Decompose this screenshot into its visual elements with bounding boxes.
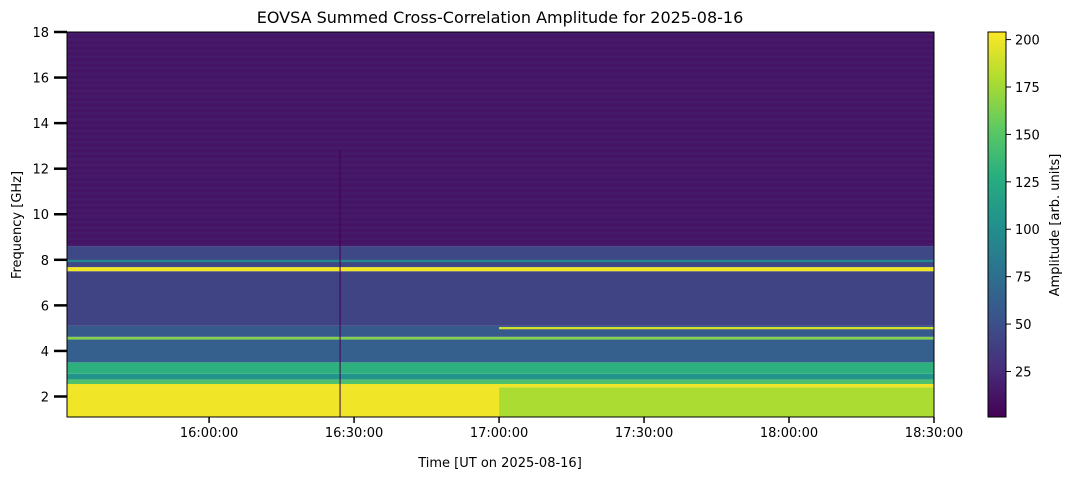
heatmap-channel-stripe — [67, 140, 934, 144]
heatmap-band — [67, 373, 934, 380]
heatmap-channel-stripe — [67, 123, 934, 127]
x-tick-label: 16:00:00 — [180, 426, 238, 441]
heatmap-band — [67, 267, 934, 272]
heatmap-channel-stripe — [67, 180, 934, 184]
y-tick-label: 12 — [32, 163, 49, 178]
heatmap-band — [67, 271, 934, 326]
colorbar-tick-label: 25 — [1015, 365, 1032, 380]
heatmap-channel-stripe — [67, 38, 934, 42]
heatmap-band — [67, 259, 934, 263]
heatmap-channel-stripe — [67, 106, 934, 110]
x-axis-label: Time [UT on 2025-08-16] — [417, 456, 582, 471]
heatmap-channel-stripe — [67, 152, 934, 156]
heatmap-channel-stripe — [67, 243, 934, 247]
heatmap-channel-stripe — [67, 44, 934, 47]
colorbar-tick-label: 75 — [1015, 271, 1032, 286]
y-axis-label: Frequency [GHz] — [10, 171, 25, 279]
heatmap-band — [499, 327, 934, 330]
heatmap-channel-stripe — [67, 175, 934, 178]
heatmap-band — [67, 336, 934, 340]
heatmap-channel-stripe — [67, 95, 934, 99]
heatmap-channel-stripe — [67, 66, 934, 70]
colorbar-tick-label: 125 — [1015, 176, 1040, 191]
heatmap-channel-stripe — [67, 226, 934, 230]
y-tick-label: 4 — [41, 345, 49, 360]
colorbar — [987, 31, 1007, 418]
colorbar-tick-label: 200 — [1015, 34, 1040, 49]
heatmap-channel-stripe — [67, 83, 934, 87]
heatmap-channel-stripe — [67, 32, 934, 36]
heatmap-channel-stripe — [67, 186, 934, 190]
heatmap-channel-stripe — [67, 146, 934, 150]
x-tick-label: 18:00:00 — [760, 426, 818, 441]
heatmap-channel-stripe — [67, 209, 934, 212]
heatmap-band — [67, 362, 934, 374]
heatmap-channel-stripe — [67, 157, 934, 161]
heatmap-band — [67, 325, 934, 337]
heatmap-channel-stripe — [67, 49, 934, 53]
heatmap-channel-stripe — [67, 237, 934, 241]
heatmap-band — [499, 387, 934, 417]
heatmap-channel-stripe — [67, 118, 934, 121]
y-tick-label: 16 — [32, 72, 49, 87]
heatmap-channel-stripe — [67, 89, 934, 93]
heatmap-channel-stripe — [67, 197, 934, 201]
heatmap-channel-stripe — [67, 135, 934, 138]
y-tick-label: 14 — [32, 117, 49, 132]
heatmap-channel-stripe — [67, 192, 934, 195]
x-tick-label: 17:30:00 — [615, 426, 673, 441]
heatmap-channel-stripe — [67, 72, 934, 76]
heatmap-channel-stripe — [67, 101, 934, 104]
x-tick-label: 17:00:00 — [470, 426, 528, 441]
y-tick-label: 10 — [32, 208, 49, 223]
heatmap-channel-stripe — [67, 214, 934, 218]
heatmap-band — [67, 339, 934, 363]
y-tick-label: 2 — [41, 390, 49, 405]
heatmap-channel-stripe — [67, 220, 934, 224]
colorbar-tick-label: 50 — [1015, 318, 1032, 333]
y-tick-label: 8 — [41, 254, 49, 269]
heatmap-band — [67, 383, 934, 388]
heatmap-channel-stripe — [67, 169, 934, 173]
heatmap-channel-stripe — [67, 163, 934, 167]
heatmap-channel-stripe — [67, 203, 934, 207]
heatmap-channel-stripe — [67, 61, 934, 64]
heatmap-channel-stripe — [67, 112, 934, 116]
heatmap-band — [67, 246, 934, 268]
chart-title: EOVSA Summed Cross-Correlation Amplitude… — [257, 8, 744, 27]
plot-frame — [66, 31, 935, 418]
y-tick-label: 6 — [41, 299, 49, 314]
heatmap-band — [67, 379, 934, 384]
colorbar-tick-label: 100 — [1015, 223, 1040, 238]
heatmap-dropout-line — [339, 150, 341, 417]
heatmap-channel-stripe — [67, 78, 934, 81]
x-tick-label: 18:30:00 — [905, 426, 963, 441]
heatmap-area — [67, 32, 934, 417]
heatmap-band — [67, 32, 934, 247]
y-tick-label: 18 — [32, 26, 49, 41]
heatmap-channel-stripe — [67, 55, 934, 59]
colorbar-label: Amplitude [arb. units] — [1048, 154, 1063, 297]
colorbar-tick-label: 175 — [1015, 81, 1040, 96]
heatmap-channel-stripe — [67, 232, 934, 235]
x-tick-label: 16:30:00 — [325, 426, 383, 441]
colorbar-tick-label: 150 — [1015, 128, 1040, 143]
heatmap-band — [67, 387, 500, 417]
heatmap-channel-stripe — [67, 129, 934, 133]
